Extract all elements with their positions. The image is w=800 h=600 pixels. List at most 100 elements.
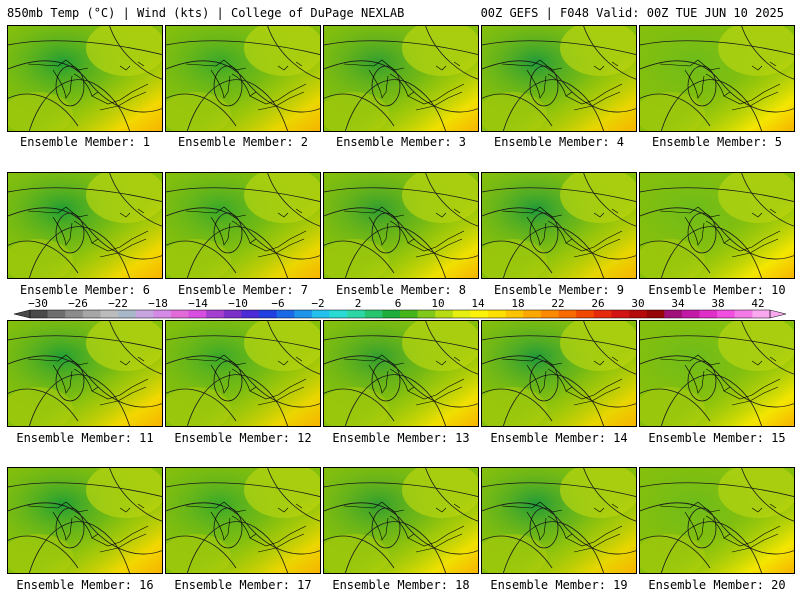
colorbar-low-arrow [13, 309, 31, 319]
colorbar-swatch [276, 310, 295, 318]
colorbar-swatch [699, 310, 718, 318]
temperature-map [640, 468, 794, 573]
colorbar-swatch [646, 310, 665, 318]
ensemble-member-label: Ensemble Member: 8 [335, 283, 467, 297]
colorbar-labels: −30 −26 −22 −18 −14 −10 −6 −2 2 6 10 14 18 22 26 30 34 38… [28, 297, 765, 310]
header-run-info: 00Z GEFS | F048 Valid: 00Z TUE JUN 10 20… [480, 6, 784, 20]
colorbar-swatch [400, 310, 418, 318]
colorbar-swatch [30, 310, 48, 318]
colorbar-tick-label: 26 [591, 297, 604, 310]
colorbar-swatch [135, 310, 154, 318]
temperature-map [8, 173, 162, 278]
colorbar-swatch [629, 310, 647, 318]
ensemble-map-panel [323, 172, 479, 279]
ensemble-map-panel [165, 320, 321, 427]
ensemble-map-panel [639, 467, 795, 574]
ensemble-member-label: Ensemble Member: 11 [16, 431, 154, 445]
ensemble-member-label: Ensemble Member: 15 [648, 431, 786, 445]
colorbar: −30 −26 −22 −18 −14 −10 −6 −2 2 6 10 14 18 22 26 30 34 38… [13, 297, 787, 319]
colorbar-swatch [294, 310, 313, 318]
ensemble-member-label: Ensemble Member: 4 [493, 135, 625, 149]
colorbar-tick-label: 18 [511, 297, 524, 310]
colorbar-swatch [259, 310, 277, 318]
colorbar-swatch [505, 310, 524, 318]
colorbar-tick-label: 34 [671, 297, 685, 310]
ensemble-map-panel [481, 467, 637, 574]
ensemble-map-panel [165, 172, 321, 279]
ensemble-member-label: Ensemble Member: 14 [490, 431, 628, 445]
ensemble-map-panel [481, 25, 637, 132]
ensemble-map-panel [639, 320, 795, 427]
colorbar-swatch [435, 310, 454, 318]
temperature-map [482, 321, 636, 426]
colorbar-swatch [311, 310, 330, 318]
colorbar-swatch [153, 310, 172, 318]
temperature-map [482, 468, 636, 573]
temperature-map [324, 468, 478, 573]
colorbar-swatch [347, 310, 366, 318]
colorbar-tick-label: −14 [188, 297, 208, 310]
temperature-map [640, 321, 794, 426]
temperature-map [482, 26, 636, 131]
temperature-map [640, 173, 794, 278]
colorbar-swatch [558, 310, 577, 318]
temperature-map [324, 26, 478, 131]
ensemble-map-panel [323, 467, 479, 574]
temperature-map [166, 321, 320, 426]
ensemble-member-label: Ensemble Member: 5 [651, 135, 783, 149]
ensemble-map-panel [481, 172, 637, 279]
colorbar-swatch [100, 310, 119, 318]
colorbar-tick-label: 22 [551, 297, 564, 310]
colorbar-swatch [540, 310, 559, 318]
ensemble-map-panel [165, 25, 321, 132]
header: 850mb Temp (°C) | Wind (kts) | College o… [0, 0, 800, 24]
colorbar-swatch [576, 310, 595, 318]
temperature-map [640, 26, 794, 131]
colorbar-swatch [681, 310, 700, 318]
colorbar-swatch [488, 310, 507, 318]
colorbar-swatch [382, 310, 401, 318]
colorbar-tick-label: 10 [431, 297, 444, 310]
colorbar-tick-label: 38 [711, 297, 724, 310]
ensemble-member-label: Ensemble Member: 1 [19, 135, 151, 149]
ensemble-member-label: Ensemble Member: 13 [332, 431, 470, 445]
ensemble-member-label: Ensemble Member: 16 [16, 578, 154, 592]
temperature-map [166, 468, 320, 573]
ensemble-map-panel [7, 467, 163, 574]
colorbar-swatch [752, 310, 771, 318]
colorbar-tick-label: −6 [271, 297, 284, 310]
ensemble-map-panel [7, 25, 163, 132]
colorbar-tick-label: 14 [471, 297, 485, 310]
colorbar-tick-label: −10 [228, 297, 248, 310]
colorbar-swatch [717, 310, 736, 318]
colorbar-swatch [417, 310, 436, 318]
temperature-map [324, 173, 478, 278]
colorbar-swatch [611, 310, 630, 318]
ensemble-member-label: Ensemble Member: 6 [19, 283, 151, 297]
colorbar-swatch [65, 310, 84, 318]
ensemble-map-panel [323, 320, 479, 427]
colorbar-swatch [734, 310, 753, 318]
colorbar-tick-label: 42 [751, 297, 764, 310]
colorbar-swatch [118, 310, 137, 318]
colorbar-swatch [364, 310, 383, 318]
ensemble-map-panel [639, 25, 795, 132]
ensemble-map-panel [481, 320, 637, 427]
colorbar-tick-label: 30 [631, 297, 644, 310]
colorbar-swatch [241, 310, 260, 318]
colorbar-swatch [206, 310, 225, 318]
ensemble-map-panel [323, 25, 479, 132]
temperature-map [8, 468, 162, 573]
ensemble-member-label: Ensemble Member: 7 [177, 283, 309, 297]
temperature-map [8, 26, 162, 131]
colorbar-swatch [470, 310, 489, 318]
ensemble-member-label: Ensemble Member: 20 [648, 578, 786, 592]
colorbar-outline [29, 309, 771, 319]
temperature-map [166, 173, 320, 278]
colorbar-tick-label: −30 [28, 297, 48, 310]
header-title: 850mb Temp (°C) | Wind (kts) | College o… [7, 6, 405, 20]
colorbar-swatch [170, 310, 189, 318]
colorbar-swatch [523, 310, 542, 318]
colorbar-tick-label: −22 [108, 297, 128, 310]
ensemble-member-label: Ensemble Member: 10 [648, 283, 786, 297]
